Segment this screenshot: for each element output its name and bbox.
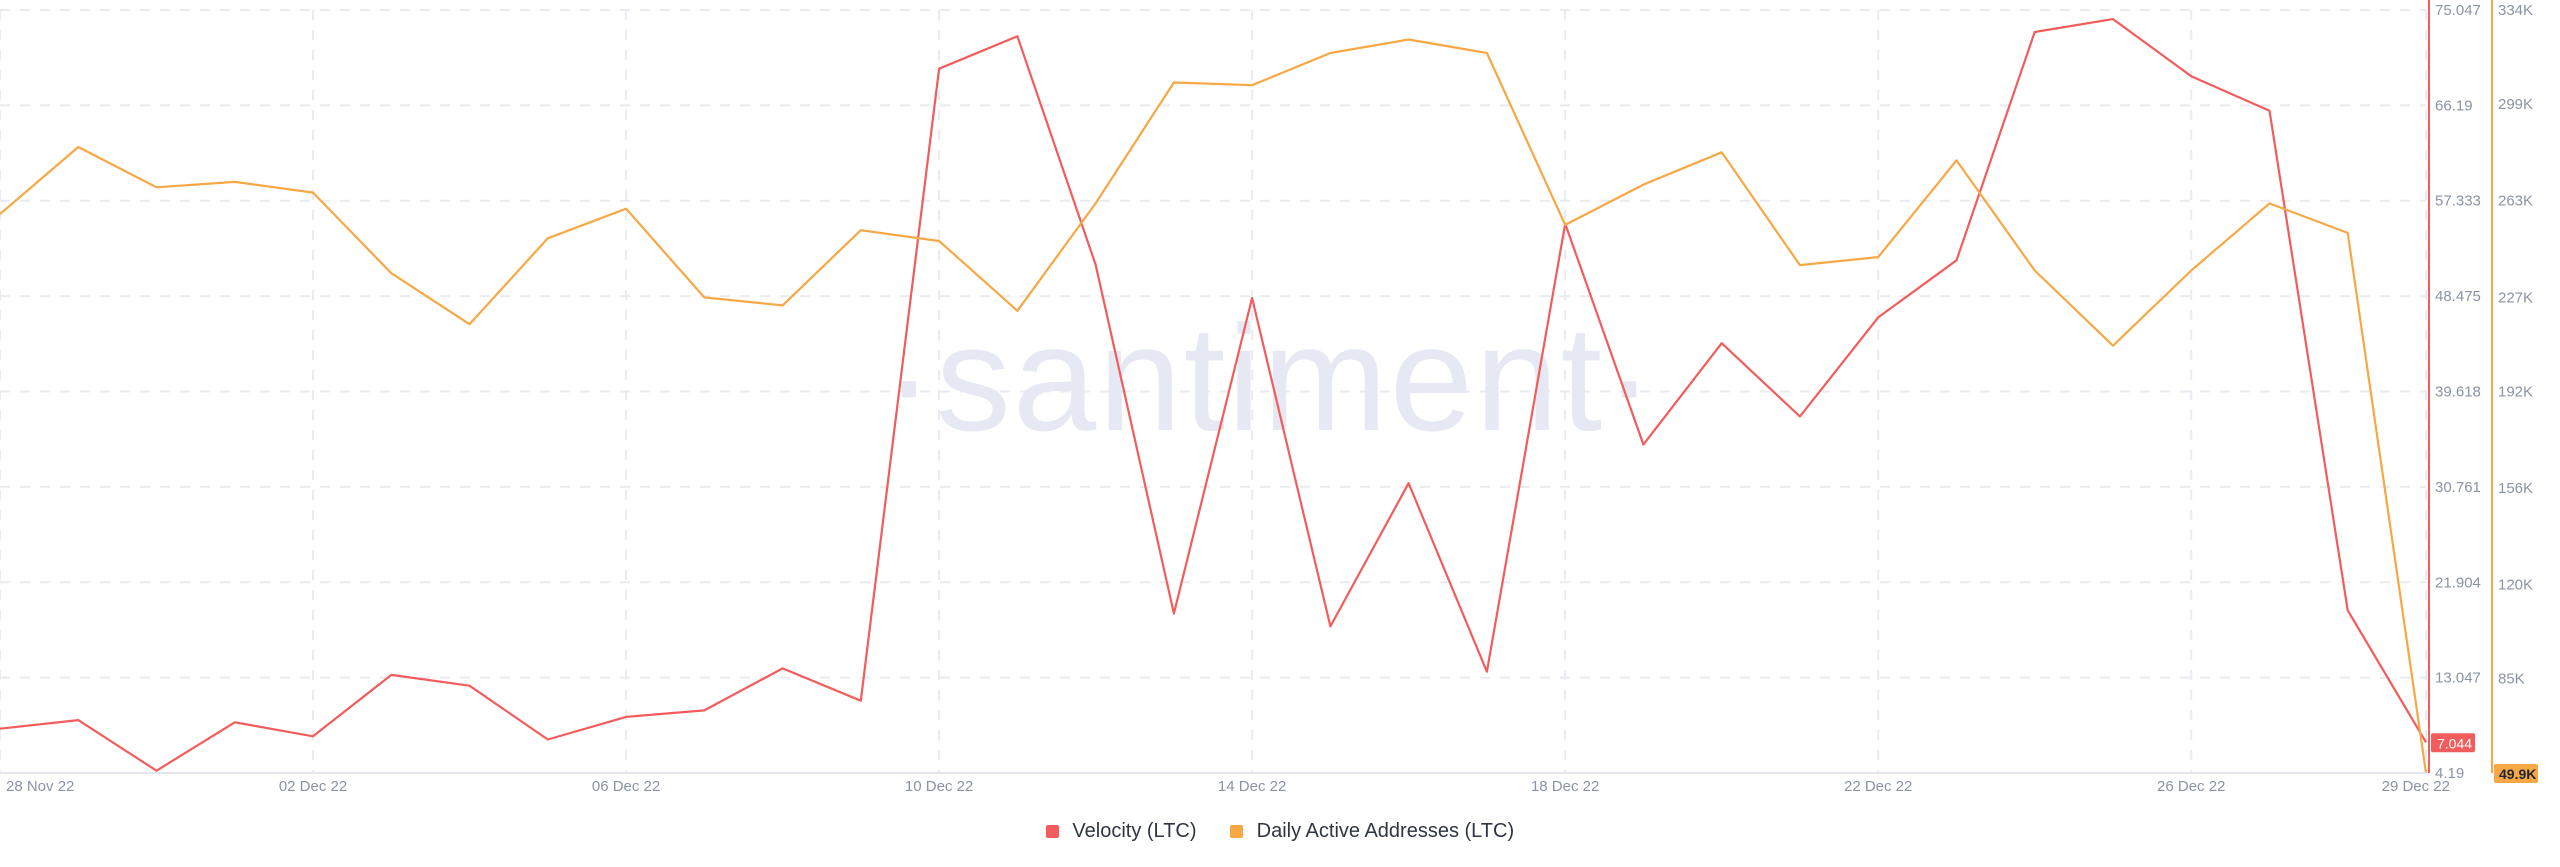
addresses-last-value-text: 49.9K (2499, 766, 2536, 782)
velocity-axis-tick-label: 30.761 (2435, 479, 2481, 496)
velocity-axis-tick-label: 75.047 (2435, 2, 2481, 19)
addresses-axis-tick-label: 263K (2498, 193, 2533, 210)
x-axis-tick-label: 06 Dec 22 (592, 778, 660, 795)
velocity-axis-tick-label: 21.904 (2435, 574, 2481, 591)
chart-canvas: ·santiment· 75.047 66.19 57.333 48.475 39.61… (0, 0, 2538, 795)
velocity-axis-tick-label: 13.047 (2435, 670, 2481, 687)
axes: 75.047 66.19 57.333 48.475 39.618 30.761 21.90… (0, 0, 2538, 795)
velocity-last-value-text: 7.044 (2437, 735, 2472, 751)
addresses-axis-tick-label: 120K (2498, 577, 2533, 594)
velocity-axis-tick-label: 48.475 (2435, 288, 2481, 305)
x-axis-tick-label: 10 Dec 22 (905, 778, 973, 795)
addresses-last-value-badge (2494, 764, 2538, 783)
velocity-axis-tick-label: 4.19 (2435, 765, 2464, 782)
velocity-last-value-badge (2431, 733, 2475, 753)
legend-item-daily-active-addresses[interactable]: Daily Active Addresses (LTC) (1230, 820, 1514, 843)
legend-item-velocity[interactable]: Velocity (LTC) (1045, 820, 1197, 843)
x-axis-tick-label: 14 Dec 22 (1218, 778, 1286, 795)
addresses-axis-tick-label: 334K (2498, 2, 2533, 19)
legend-swatch-velocity (1045, 825, 1059, 838)
addresses-axis-tick-label: 299K (2498, 96, 2533, 113)
addresses-axis-tick-label: 156K (2498, 480, 2533, 497)
x-axis-tick-label: 18 Dec 22 (1531, 778, 1599, 795)
x-axis-tick-label: 28 Nov 22 (6, 778, 74, 795)
series-lines (0, 18, 2428, 774)
x-axis-tick-label: 22 Dec 22 (1844, 778, 1912, 795)
addresses-axis-tick-label: 85K (2498, 671, 2525, 688)
x-axis-tick-label: 02 Dec 22 (279, 778, 347, 795)
series-line-daily-active-addresses (0, 38, 2428, 774)
santiment-watermark: ·santiment· (884, 294, 1656, 462)
legend: Velocity (LTC) Daily Active Addresses (L… (0, 820, 2560, 843)
legend-label-velocity: Velocity (LTC) (1072, 820, 1197, 842)
x-axis-tick-label: 29 Dec 22 (2382, 778, 2450, 795)
legend-swatch-daily-active-addresses (1230, 825, 1244, 838)
addresses-axis-tick-label: 192K (2498, 383, 2533, 400)
x-axis-tick-label: 26 Dec 22 (2157, 778, 2225, 795)
addresses-axis-tick-label: 227K (2498, 289, 2533, 306)
velocity-axis-tick-label: 66.19 (2435, 97, 2473, 114)
series-line-velocity (0, 18, 2427, 772)
velocity-axis-tick-label: 57.333 (2435, 193, 2481, 210)
velocity-axis-tick-label: 39.618 (2435, 384, 2481, 401)
legend-label-daily-active-addresses: Daily Active Addresses (LTC) (1256, 820, 1515, 842)
grid (0, 9, 2427, 773)
